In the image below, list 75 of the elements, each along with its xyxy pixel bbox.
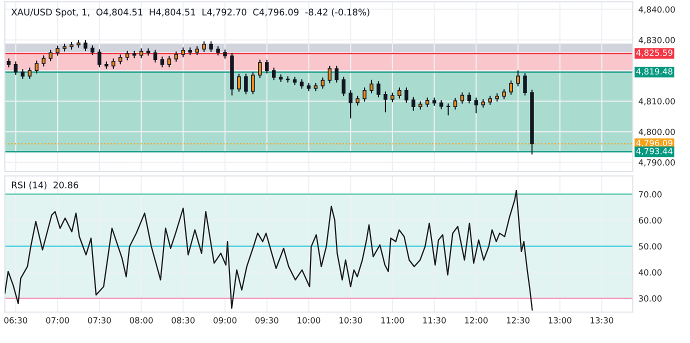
y-tick-label: 4,830.00 [638, 36, 675, 44]
line-series [4, 190, 533, 311]
y-tick-label: 4,790.00 [638, 159, 675, 166]
candlestick [376, 81, 380, 98]
x-tick-label: 07:00 [46, 317, 70, 324]
y-tick-label: 70.00 [638, 191, 662, 198]
candlestick [237, 74, 241, 92]
candlestick [28, 68, 32, 80]
candlestick [244, 74, 248, 94]
candlestick [398, 87, 402, 99]
x-tick-label: 09:00 [214, 317, 236, 324]
candlestick [320, 77, 325, 89]
candlestick [98, 49, 102, 68]
candlestick [14, 61, 18, 76]
candlestick [112, 58, 116, 69]
x-tick-label: 06:30 [4, 317, 28, 324]
x-tick-label: 11:00 [381, 317, 404, 324]
candlestick [384, 91, 388, 112]
x-tick-label: 08:30 [172, 317, 195, 324]
candlestick [474, 98, 478, 114]
candlestick [523, 73, 527, 96]
candlestick [167, 56, 172, 68]
x-tick-label: 12:00 [465, 317, 488, 324]
candlestick [467, 92, 472, 104]
x-tick-label: 13:30 [590, 317, 614, 324]
candlestick [160, 56, 164, 68]
candlestick [264, 60, 269, 74]
candlestick [251, 72, 255, 94]
ref-line-label: 4,796.09 [636, 140, 672, 147]
y-tick-label: 4,810.00 [638, 98, 675, 106]
y-tick-label: 50.00 [638, 243, 662, 250]
candlestick [34, 60, 39, 74]
candlestick [153, 50, 158, 63]
ref-line-label: 4,819.48 [636, 68, 672, 76]
candlestick [48, 50, 52, 62]
candlestick [446, 103, 450, 116]
y-tick-label: 40.00 [638, 269, 662, 276]
x-tick-label: 10:00 [298, 317, 320, 324]
candlestick [174, 51, 178, 62]
candlestick [460, 92, 464, 104]
candlestick [509, 80, 513, 95]
text: XAU/USD Spot, 1, O4,804.51 H4,804.51 L4,792.70 C4,796.09 -8.42 (-0.18%) [11, 8, 370, 18]
x-tick-label: 11:30 [423, 317, 446, 324]
ref-line-label: 4,793.44 [636, 148, 673, 156]
ref-line-label: 4,825.59 [636, 50, 672, 57]
candlestick [286, 76, 290, 83]
x-tick-label: 09:30 [255, 317, 278, 324]
x-tick-label: 10:30 [340, 317, 362, 324]
text: RSI (14) 20.86 [12, 181, 78, 190]
candlestick [42, 55, 46, 67]
candlestick [502, 88, 506, 100]
x-tick-label: 12:30 [506, 317, 530, 324]
candlestick [334, 66, 339, 83]
candlestick [412, 96, 416, 111]
candlestick [404, 87, 408, 103]
y-tick-label: 30.00 [638, 295, 662, 302]
x-tick-label: 13:00 [548, 317, 572, 324]
candlestick [202, 41, 206, 52]
candlestick [258, 60, 262, 78]
candlestick [272, 68, 276, 80]
candlestick [362, 87, 366, 102]
candlestick [84, 40, 88, 52]
y-tick-label: 60.00 [638, 217, 662, 224]
candlestick [453, 98, 458, 110]
candlestick [342, 76, 346, 96]
candlestick [348, 90, 352, 119]
y-tick-label: 4,840.00 [638, 6, 675, 14]
candlestick [56, 46, 60, 56]
y-tick-label: 4,800.00 [638, 128, 675, 136]
candlestick [209, 41, 213, 52]
candlestick [328, 66, 332, 84]
candlestick [370, 80, 374, 94]
candlestick [516, 70, 520, 86]
x-tick-label: 07:30 [88, 317, 111, 324]
x-tick-label: 08:00 [130, 317, 153, 324]
